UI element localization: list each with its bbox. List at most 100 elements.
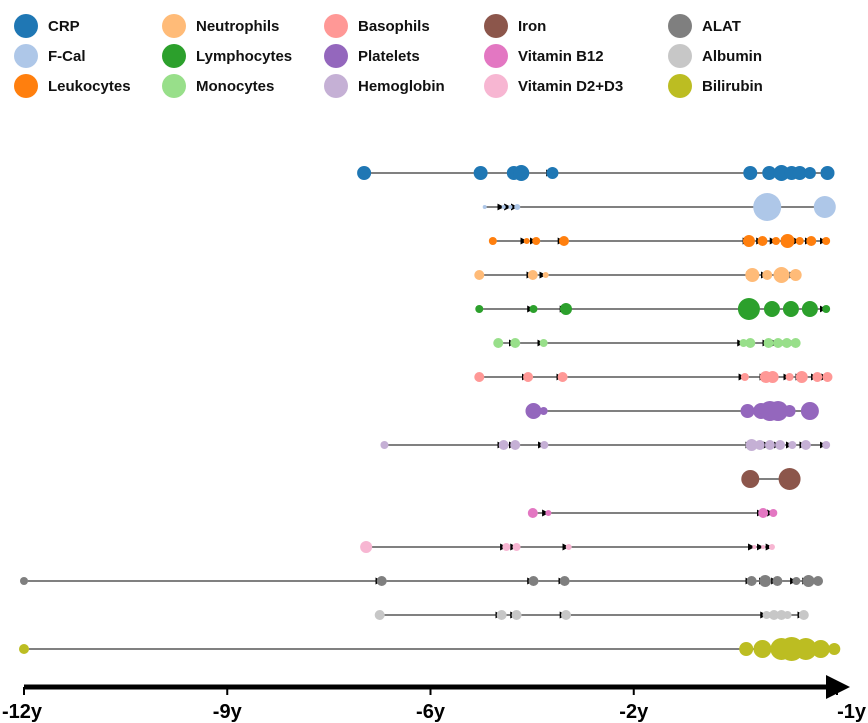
timeline-rows (19, 165, 841, 661)
chart-legend: CRP F-Cal Leukocytes Neutrophils Lymphocytes… (0, 0, 868, 110)
data-point-vitamin-b12 (769, 509, 778, 517)
data-point-albumin (374, 610, 385, 620)
legend-swatch (484, 44, 508, 68)
row-hemoglobin (380, 439, 831, 451)
data-point-lymphocytes (560, 303, 572, 315)
data-point-platelets (783, 405, 796, 417)
legend-swatch (324, 74, 348, 98)
data-point-neutrophils (527, 270, 538, 280)
data-point-alat (802, 575, 815, 587)
data-point-platelets (740, 404, 755, 418)
legend-label: F-Cal (48, 47, 86, 65)
data-point-basophils (474, 372, 485, 382)
data-point-alat (376, 576, 387, 586)
x-tick-label: -1y (837, 701, 867, 723)
row-monocytes (493, 338, 801, 348)
row-bilirubin (19, 637, 841, 661)
data-point-crp (357, 166, 372, 180)
data-point-hemoglobin (822, 441, 831, 449)
data-point-crp (792, 166, 807, 180)
data-point-crp (743, 166, 758, 180)
data-point-crp (513, 165, 530, 181)
data-point-basophils (822, 372, 833, 382)
data-point-neutrophils (474, 270, 485, 280)
data-point-lymphocytes (737, 298, 760, 320)
legend-swatch (162, 44, 186, 68)
row-vitamin-d2-d3 (360, 541, 775, 553)
data-point-iron (778, 468, 801, 490)
data-point-platelets (525, 403, 542, 419)
row-vitamin-b12 (527, 508, 778, 518)
data-point-platelets (768, 401, 789, 421)
row-neutrophils (474, 267, 802, 283)
row-platelets (525, 401, 819, 421)
data-point-alat (20, 577, 28, 585)
legend-label: Albumin (702, 47, 762, 65)
data-point-albumin (768, 610, 779, 620)
data-point-leukocytes (532, 237, 541, 245)
data-point-leukocytes (742, 235, 755, 247)
data-point-crp (803, 167, 816, 179)
x-tick-label: -12y (2, 701, 43, 723)
data-point-vitamin-d2-d3 (752, 545, 757, 549)
data-point-hemoglobin (498, 440, 509, 450)
data-point-monocytes (739, 339, 748, 347)
legend-item-lymphocytes: Lymphocytes (162, 44, 292, 68)
data-point-lymphocytes (801, 301, 818, 317)
data-point-hemoglobin (510, 440, 521, 450)
legend-label: Hemoglobin (358, 77, 445, 95)
legend-item-bilirubin: Bilirubin (668, 74, 763, 98)
legend-swatch (668, 44, 692, 68)
data-point-hemoglobin (800, 440, 811, 450)
row-albumin (374, 610, 809, 620)
data-point-leukocytes (806, 236, 817, 246)
legend-swatch (14, 74, 38, 98)
data-point-vitamin-b12 (545, 510, 552, 516)
legend-item-platelets: Platelets (324, 44, 420, 68)
data-point-albumin (783, 611, 792, 619)
data-point-f-cal (514, 204, 521, 210)
legend-label: Iron (518, 17, 547, 35)
data-point-alat (813, 576, 824, 586)
data-point-platelets (800, 402, 819, 420)
data-point-monocytes (510, 338, 521, 348)
data-point-f-cal (482, 205, 487, 209)
data-point-vitamin-d2-d3 (768, 544, 775, 550)
data-point-monocytes (773, 338, 784, 348)
data-point-monocytes (539, 339, 548, 347)
legend-item-f-cal: F-Cal (14, 44, 86, 68)
data-point-monocytes (493, 338, 504, 348)
data-point-lymphocytes (529, 305, 538, 313)
row-crp (357, 165, 835, 181)
data-point-basophils (523, 372, 534, 382)
data-point-crp (762, 166, 777, 180)
data-point-crp (473, 166, 488, 180)
data-point-leukocytes (757, 236, 768, 246)
data-point-monocytes (790, 338, 801, 348)
legend-label: Monocytes (196, 77, 275, 95)
data-point-hemoglobin (788, 441, 797, 449)
data-point-albumin (798, 610, 809, 620)
legend-swatch (484, 74, 508, 98)
data-point-vitamin-d2-d3 (512, 543, 521, 551)
legend-swatch (668, 74, 692, 98)
data-point-f-cal (508, 205, 513, 209)
legend-swatch (14, 14, 38, 38)
data-point-vitamin-d2-d3 (761, 545, 766, 549)
data-point-leukocytes (822, 237, 831, 245)
legend-label: Lymphocytes (196, 47, 293, 65)
legend-swatch (668, 14, 692, 38)
legend-label: Platelets (358, 47, 420, 65)
data-point-basophils (795, 371, 808, 383)
legend-item-alat: ALAT (668, 14, 741, 38)
legend-swatch (14, 44, 38, 68)
data-point-f-cal (813, 196, 836, 218)
legend-swatch (162, 14, 186, 38)
data-point-albumin (762, 611, 771, 619)
data-point-f-cal (753, 193, 782, 221)
data-point-vitamin-b12 (527, 508, 538, 518)
data-point-hemoglobin (775, 440, 786, 450)
row-iron (741, 468, 801, 490)
data-point-bilirubin (828, 643, 841, 655)
